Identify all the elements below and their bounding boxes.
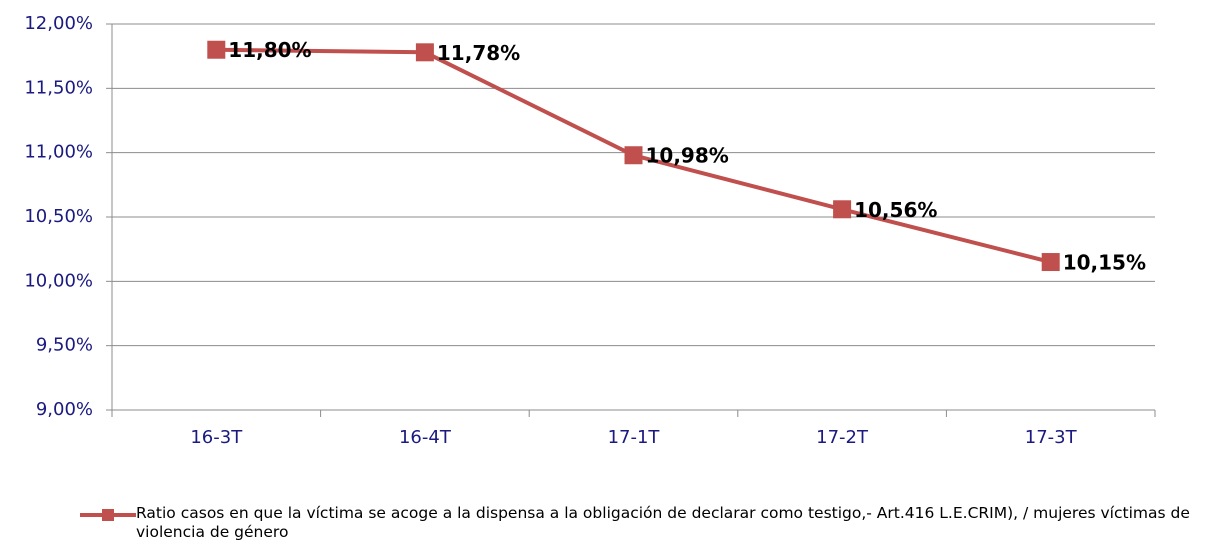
x-tick-label: 16-4T (399, 427, 452, 448)
y-tick-label: 10,00% (24, 270, 93, 291)
y-tick-label: 11,50% (24, 77, 93, 98)
y-tick-label: 9,00% (36, 399, 93, 420)
x-tick-label: 17-1T (608, 427, 661, 448)
data-label: 10,56% (854, 198, 937, 222)
data-label: 11,80% (228, 38, 311, 62)
y-tick-label: 10,50% (24, 206, 93, 227)
x-tick-label: 16-3T (190, 427, 243, 448)
legend-label: Ratio casos en que la víctima se acoge a… (136, 504, 1190, 541)
data-label: 10,98% (646, 144, 729, 168)
x-tick-label: 17-2T (816, 427, 869, 448)
chart: 9,00% 9,50% 10,00% 10,50% 11,00% 11,50% 12,00%… (24, 13, 1156, 448)
x-tick-label: 17-3T (1025, 427, 1078, 448)
data-label: 10,15% (1063, 251, 1146, 275)
y-tick-label: 11,00% (24, 142, 93, 163)
marker (207, 40, 226, 59)
data-label: 11,78% (437, 41, 520, 65)
legend-key (80, 509, 136, 521)
y-tick-label: 9,50% (36, 335, 93, 356)
marker (1041, 253, 1060, 272)
marker (624, 146, 643, 165)
marker (415, 43, 434, 62)
legend: Ratio casos en que la víctima se acoge a… (80, 504, 1200, 542)
marker (833, 200, 852, 219)
y-tick-label: 12,00% (24, 13, 93, 34)
